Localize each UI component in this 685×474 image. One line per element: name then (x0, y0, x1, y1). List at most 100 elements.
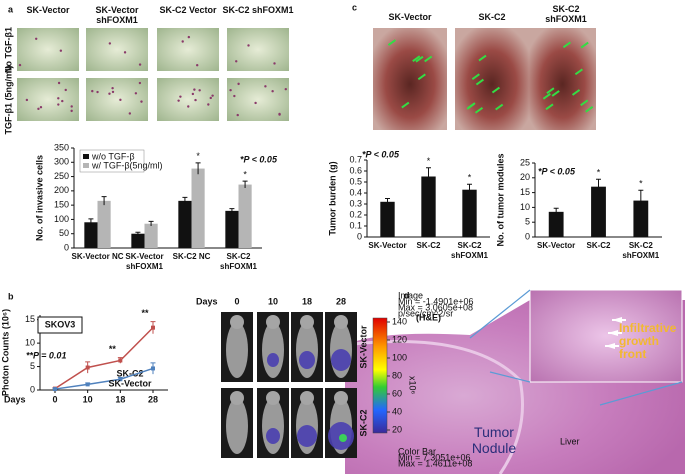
arrow (580, 41, 589, 49)
arrow (424, 55, 433, 63)
significance-label: ** (109, 344, 117, 354)
cell (229, 88, 232, 92)
error-bar (242, 180, 248, 188)
y-tick-label: 0 (357, 231, 362, 241)
cell (193, 88, 196, 91)
microscopy-image (157, 78, 219, 121)
y-tick-label: 0 (30, 384, 35, 394)
arrow (495, 103, 504, 111)
cell (196, 64, 199, 67)
cell (108, 92, 111, 95)
x-tick-label: 0 (52, 394, 57, 404)
annotation: *P < 0.05 (538, 166, 576, 176)
mouse-head (266, 315, 280, 329)
cell (177, 99, 180, 102)
y-tick-label: 200 (54, 185, 69, 195)
arrow (412, 55, 421, 63)
tumor-border (344, 340, 524, 474)
cell (181, 40, 184, 43)
colorbar-unit: x10⁶ (408, 376, 418, 395)
significance-label: * (243, 170, 247, 180)
microscopy-image (86, 78, 148, 121)
x-tick-label: SK-Vector (537, 241, 576, 250)
significance-label: * (427, 156, 431, 166)
cell (235, 60, 238, 63)
x-tick-label: SK-C2 shFOXM1 (622, 241, 660, 260)
front-label: Infiltrative growth front (619, 321, 677, 361)
cell (70, 109, 73, 113)
cell (57, 97, 60, 100)
cell (207, 103, 210, 106)
column-label: SK-Vector shFOXM1 (95, 5, 139, 25)
marker (151, 366, 155, 371)
legend-label: w/ TGF-β(5ng/ml) (91, 160, 163, 170)
x-tick-label: SK-C2 (586, 241, 611, 250)
bar (421, 176, 436, 237)
marker (151, 325, 155, 330)
y-tick-label: 20 (520, 172, 530, 182)
arrow (580, 99, 589, 107)
row-label: SK-C2 (358, 409, 368, 436)
y-tick-label: 10 (520, 202, 530, 212)
arrow (551, 90, 560, 97)
arrow (387, 39, 397, 46)
cell (111, 90, 115, 94)
y-tick-label: 0 (525, 231, 530, 241)
colorbar-footer: Color Bar (398, 446, 436, 456)
row-label: No TGF-β1 (3, 27, 13, 73)
arrow (545, 103, 554, 111)
cell (278, 113, 281, 116)
x-tick-label: SK-C2 shFOXM1 (451, 241, 488, 260)
cell (91, 89, 94, 93)
bar (548, 211, 564, 237)
marker (118, 358, 123, 363)
cell (236, 113, 239, 117)
signal (299, 351, 315, 369)
microscopy-image (17, 28, 79, 71)
colorbar-tick-label: 20 (392, 424, 402, 434)
cell (233, 94, 236, 98)
column-label: SK-C2 (478, 12, 506, 22)
column-label: SK-C2 shFOXM1 (545, 4, 587, 24)
cell (64, 88, 67, 92)
y-tick-label: 15 (520, 187, 530, 197)
mouse-head (230, 315, 244, 329)
mouse (262, 398, 284, 454)
cell (34, 37, 38, 40)
row-label: TGF-β1 (5ng/ml) (3, 66, 13, 135)
mouse (262, 322, 284, 378)
arrow (562, 41, 571, 49)
marker (85, 365, 90, 370)
mouse (296, 322, 318, 378)
error-bar (426, 167, 431, 186)
y-tick-label: 100 (54, 214, 69, 224)
bar (97, 200, 111, 248)
colorbar-tick-label: 40 (392, 406, 402, 416)
error-bar (596, 178, 601, 195)
nodule-label: Tumor Nodule (471, 424, 517, 456)
bar (131, 233, 145, 248)
arrows (605, 317, 626, 349)
arrow (415, 55, 424, 63)
mouse-head (334, 315, 348, 329)
necropsy-image (373, 28, 447, 130)
column-label: SK-C2 Vector (159, 5, 217, 15)
significance-label: * (468, 173, 472, 183)
bar (191, 168, 205, 248)
colorbar-header: Image (398, 290, 423, 300)
row-label: SK-Vector (358, 325, 368, 369)
bar (380, 201, 395, 237)
microscopy-image (227, 28, 289, 71)
cell (187, 35, 191, 39)
zoom-line (599, 381, 683, 406)
y-axis-label: No. of invasive cells (34, 155, 44, 241)
error-bar (385, 198, 390, 206)
cell (123, 51, 127, 54)
annotation: *P < 0.05 (362, 149, 400, 159)
cell (211, 94, 214, 97)
arrow (585, 105, 594, 113)
cell (119, 98, 122, 102)
series-label: SK-C2 (116, 368, 143, 378)
